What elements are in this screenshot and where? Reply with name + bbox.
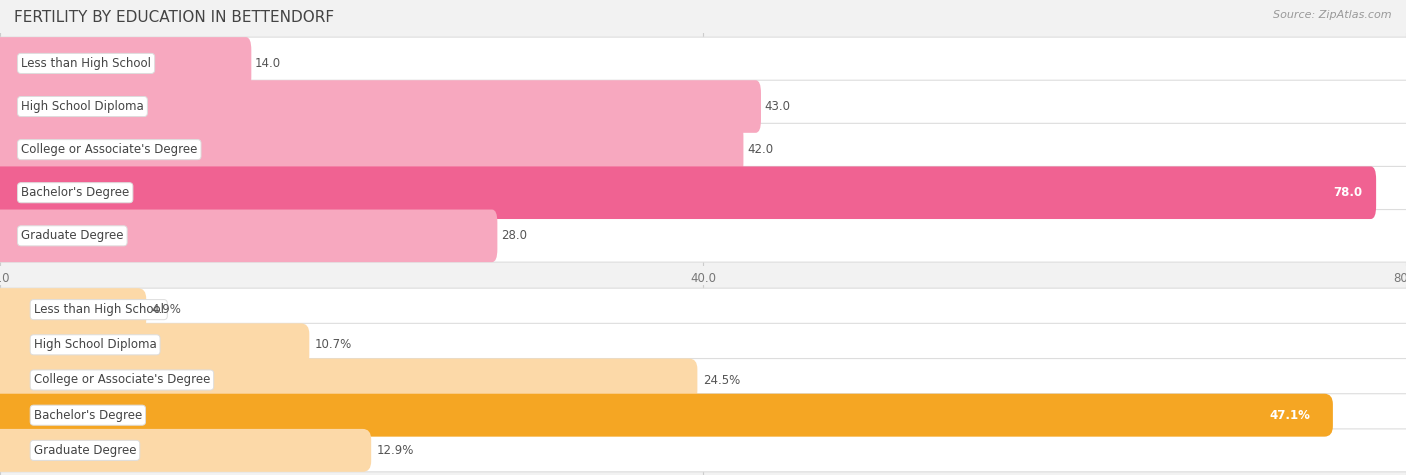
FancyBboxPatch shape	[0, 394, 1406, 437]
Text: Bachelor's Degree: Bachelor's Degree	[34, 408, 142, 422]
FancyBboxPatch shape	[0, 80, 1406, 133]
FancyBboxPatch shape	[0, 166, 1406, 219]
FancyBboxPatch shape	[0, 288, 146, 331]
Text: 78.0: 78.0	[1333, 186, 1362, 199]
FancyBboxPatch shape	[0, 323, 1406, 366]
Text: 4.9%: 4.9%	[152, 303, 181, 316]
Text: Graduate Degree: Graduate Degree	[21, 229, 124, 242]
Text: 42.0: 42.0	[747, 143, 773, 156]
FancyBboxPatch shape	[0, 80, 761, 133]
Text: High School Diploma: High School Diploma	[21, 100, 143, 113]
Text: 12.9%: 12.9%	[377, 444, 415, 457]
FancyBboxPatch shape	[0, 166, 1376, 219]
Text: Less than High School: Less than High School	[21, 57, 150, 70]
FancyBboxPatch shape	[0, 429, 371, 472]
FancyBboxPatch shape	[0, 359, 697, 401]
FancyBboxPatch shape	[0, 323, 309, 366]
FancyBboxPatch shape	[0, 359, 1406, 401]
Text: Bachelor's Degree: Bachelor's Degree	[21, 186, 129, 199]
Text: High School Diploma: High School Diploma	[34, 338, 156, 352]
Text: 14.0: 14.0	[254, 57, 281, 70]
Text: Source: ZipAtlas.com: Source: ZipAtlas.com	[1274, 10, 1392, 19]
FancyBboxPatch shape	[0, 124, 744, 176]
FancyBboxPatch shape	[0, 37, 252, 90]
Text: 43.0: 43.0	[765, 100, 790, 113]
Text: 47.1%: 47.1%	[1270, 408, 1310, 422]
FancyBboxPatch shape	[0, 288, 1406, 331]
Text: 28.0: 28.0	[501, 229, 527, 242]
FancyBboxPatch shape	[0, 124, 1406, 176]
Text: College or Associate's Degree: College or Associate's Degree	[34, 373, 209, 387]
FancyBboxPatch shape	[0, 394, 1333, 437]
FancyBboxPatch shape	[0, 209, 498, 262]
FancyBboxPatch shape	[0, 37, 1406, 90]
FancyBboxPatch shape	[0, 209, 1406, 262]
FancyBboxPatch shape	[0, 429, 1406, 472]
Text: FERTILITY BY EDUCATION IN BETTENDORF: FERTILITY BY EDUCATION IN BETTENDORF	[14, 10, 335, 25]
Text: Graduate Degree: Graduate Degree	[34, 444, 136, 457]
Text: 24.5%: 24.5%	[703, 373, 740, 387]
Text: 10.7%: 10.7%	[315, 338, 352, 352]
Text: College or Associate's Degree: College or Associate's Degree	[21, 143, 197, 156]
Text: Less than High School: Less than High School	[34, 303, 163, 316]
